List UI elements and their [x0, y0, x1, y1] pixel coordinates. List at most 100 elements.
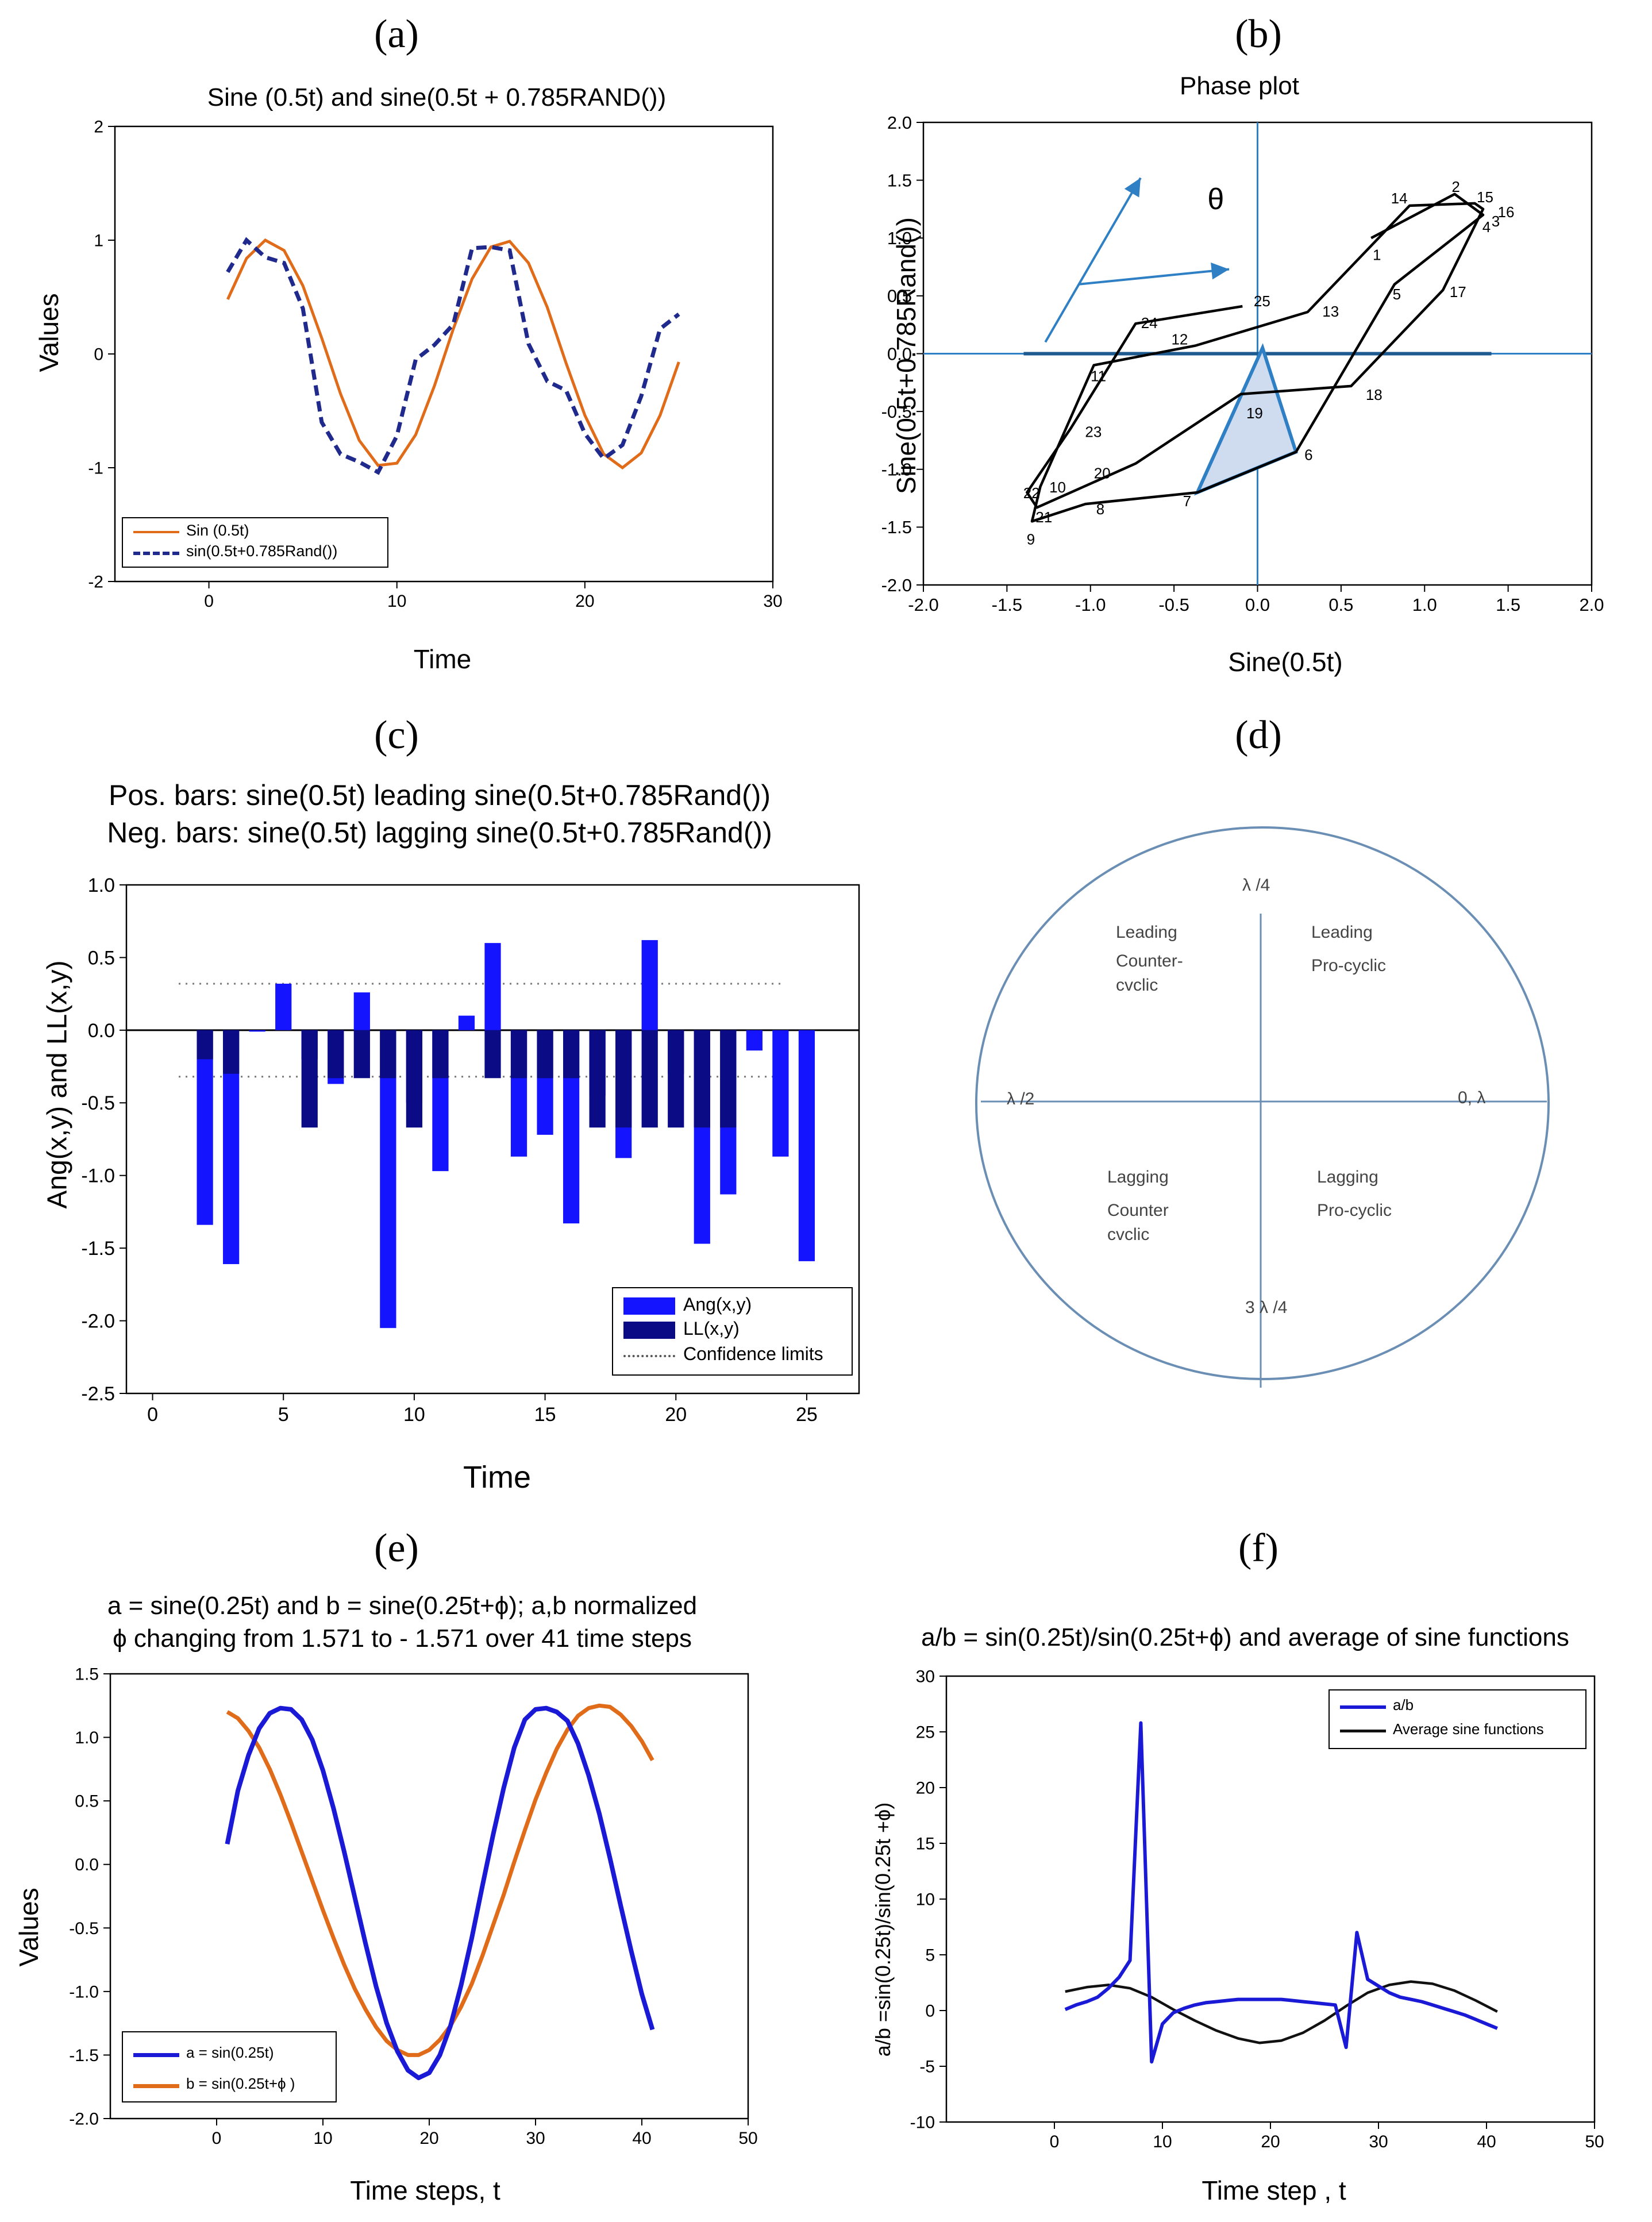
x-tick-label: 25	[796, 1404, 818, 1426]
quadrant-text: Counter-	[1116, 952, 1183, 971]
quadrant-lower-left: Lagging Counter cvclic	[1107, 1165, 1169, 1247]
chart-e-ylabel: Values	[14, 1888, 44, 1967]
x-tick-label: 50	[1585, 2132, 1604, 2151]
chart-f-svg: 0 10 20 30 40 50 -10 -5 0 5 10 15 20 25 30	[910, 1668, 1604, 2152]
point-label: 14	[1391, 190, 1408, 207]
bar-ll	[720, 1030, 737, 1128]
panel-label-a: (a)	[374, 12, 419, 56]
bar-ll	[197, 1030, 213, 1060]
legend-item: LL(x,y)	[613, 1318, 852, 1341]
series-line-average	[1065, 1980, 1498, 2044]
y-tick-label: 0	[94, 345, 103, 364]
y-tick-label: 2	[94, 118, 103, 137]
chart-f: a/b = sin(0.25t)/sin(0.25t+ϕ) and averag…	[826, 1526, 1652, 2222]
quadrant-upper-left: Leading Counter- cvclic	[1116, 921, 1183, 998]
y-tick-label: 0.0	[887, 344, 912, 364]
axis-label-right: 0, λ	[1458, 1088, 1486, 1107]
chart-b-xlabel: Sine(0.5t)	[1228, 647, 1343, 677]
legend-label: Confidence limits	[683, 1343, 823, 1364]
y-tick-label: -1.0	[881, 460, 912, 480]
bar-ang	[275, 983, 292, 1030]
x-tick-label: -2.0	[908, 595, 938, 615]
chart-a-svg: 0 10 20 30 -2 -1 0 1 2	[88, 118, 782, 611]
bar-ll	[484, 1030, 501, 1079]
x-tick-label: 0	[1050, 2132, 1060, 2151]
x-tick-label: -1.0	[1075, 595, 1106, 615]
quadrant-text: cvclic	[1107, 1225, 1150, 1244]
chart-e: a = sine(0.25t) and b = sine(0.25t+ϕ); a…	[0, 1526, 826, 2222]
vector-arrow-1	[1044, 177, 1142, 343]
x-tick-label: 10	[403, 1404, 425, 1426]
x-tick-label: 30	[1369, 2132, 1388, 2151]
legend-label: a = sin(0.25t)	[186, 2044, 274, 2061]
legend-item: a/b	[1330, 1696, 1585, 1717]
chart-a-ylabel: Values	[34, 293, 64, 372]
y-tick-label: 20	[916, 1779, 935, 1798]
bar-ang	[772, 1030, 789, 1157]
panel-label-f: (f)	[1238, 1526, 1279, 1570]
y-tick-label: -10	[910, 2113, 935, 2132]
legend-item: a = sin(0.25t)	[123, 2044, 336, 2065]
x-tick-label: 15	[534, 1404, 556, 1426]
y-tick-label: 15	[916, 1835, 935, 1854]
x-tick-label: 10	[313, 2129, 332, 2148]
chart-a: Sine (0.5t) and sine(0.5t + 0.785RAND())…	[0, 0, 826, 701]
quadrant-upper-right: Leading Pro-cyclic	[1311, 921, 1386, 978]
chart-c-xlabel: Time	[463, 1460, 531, 1495]
quadrant-text: Pro-cyclic	[1311, 956, 1387, 975]
series-line-sin	[226, 238, 680, 470]
y-tick-label: 0.0	[88, 1020, 115, 1042]
chart-f-title: a/b = sin(0.25t)/sin(0.25t+ϕ) and averag…	[921, 1623, 1569, 1651]
quadrant-text: cvclic	[1116, 976, 1158, 995]
chart-e-xlabel: Time steps, t	[350, 2175, 500, 2205]
x-tick-label: 40	[632, 2129, 651, 2148]
legend-item: sin(0.5t+0.785Rand())	[123, 542, 387, 563]
chart-b-title: Phase plot	[1180, 72, 1299, 100]
x-tick-label: 0	[212, 2129, 222, 2148]
legend-label: LL(x,y)	[683, 1318, 740, 1339]
bar-ll	[510, 1030, 527, 1079]
y-tick-label: -2.0	[881, 575, 912, 595]
axis-label-bottom: 3 λ /4	[1245, 1298, 1288, 1317]
legend-item: Confidence limits	[613, 1343, 852, 1366]
bar-ang	[641, 940, 658, 1030]
y-tick-label: 0.0	[75, 1855, 99, 1874]
x-tick-label: 20	[665, 1404, 687, 1426]
chart-e-title: a = sine(0.25t) and b = sine(0.25t+ϕ); a…	[107, 1592, 698, 1620]
x-tick-label: 20	[575, 592, 594, 611]
bar-ll	[694, 1030, 710, 1128]
quadrant-lower-right: Lagging Pro-cyclic	[1317, 1165, 1392, 1223]
x-tick-label: 40	[1477, 2132, 1496, 2151]
chart-f-ylabel: a/b =sin(0.25t)/sin(0.25t +ϕ)	[871, 1802, 895, 2057]
point-label: 3	[1492, 213, 1500, 230]
x-tick-label: 30	[526, 2129, 545, 2148]
point-label: 7	[1183, 492, 1191, 510]
x-tick-label: 10	[387, 592, 406, 611]
chart-f-legend: a/b Average sine functions	[1328, 1689, 1586, 1749]
vector-arrow-1-head	[1124, 178, 1141, 198]
axis-label-top: λ /4	[1242, 876, 1270, 895]
quadrant-text: Pro-cyclic	[1317, 1201, 1392, 1220]
chart-a-title: Sine (0.5t) and sine(0.5t + 0.785RAND())	[207, 83, 667, 111]
point-label: 16	[1498, 203, 1515, 221]
panel-label-b: (b)	[1235, 12, 1282, 56]
point-label: 19	[1246, 405, 1263, 422]
chart-b-ylabel: Sine(0.5t+0.785Rand())	[891, 217, 921, 495]
plot-frame	[125, 884, 860, 1395]
point-label: 2	[1451, 178, 1460, 195]
y-tick-label: -1.0	[69, 1982, 99, 2001]
diagram-d: λ /4 λ /2 0, λ 3 λ /4 Leading Counter- c…	[826, 701, 1652, 1528]
y-tick-label: -2	[88, 573, 103, 592]
bar-ll	[432, 1030, 449, 1079]
chart-c: Pos. bars: sine(0.5t) leading sine(0.5t+…	[0, 701, 860, 1528]
x-tick-label: 0.0	[1245, 595, 1270, 615]
x-tick-label: 0	[147, 1404, 158, 1426]
bar-ang	[746, 1030, 763, 1051]
series-line-b	[226, 1703, 654, 2057]
point-label: 1	[1373, 246, 1381, 263]
point-label: 6	[1304, 446, 1312, 464]
chart-f-xlabel: Time step , t	[1202, 2175, 1346, 2205]
y-tick-label: -1	[88, 459, 103, 478]
point-label: 25	[1254, 292, 1270, 310]
chart-c-legend: Ang(x,y) LL(x,y) Confidence limits	[612, 1287, 853, 1376]
